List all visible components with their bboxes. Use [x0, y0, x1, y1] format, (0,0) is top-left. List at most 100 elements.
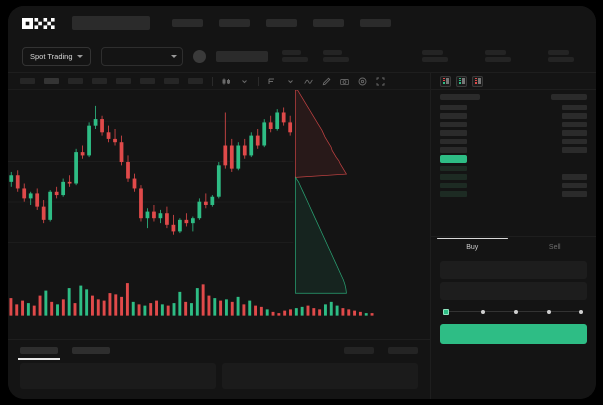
stat-item: [421, 49, 448, 63]
ask-qty: [562, 147, 587, 153]
stat-label: [281, 49, 301, 55]
slider-handle[interactable]: [443, 308, 449, 315]
bid-qty: [562, 166, 587, 172]
depth-bids-icon[interactable]: [456, 75, 467, 87]
timeframe-button[interactable]: [116, 78, 131, 84]
ask-qty: [562, 104, 587, 110]
bid-price: [440, 165, 467, 171]
orderbook-ask-row[interactable]: [440, 120, 587, 129]
depth-both-icon[interactable]: [440, 75, 451, 87]
timeframe-button[interactable]: [20, 78, 35, 84]
chevron-down-icon[interactable]: [286, 77, 295, 86]
stat-label: [547, 49, 569, 55]
chevron-down-icon[interactable]: [240, 77, 249, 86]
nav-title-placeholder: [72, 16, 150, 30]
last-price-badge: [440, 155, 467, 163]
orderbook-bid-row[interactable]: [440, 173, 587, 182]
orderbook-col-price: [440, 94, 480, 100]
bid-price: [440, 174, 467, 180]
slider-stop-100[interactable]: [578, 309, 583, 314]
bid-price: [440, 191, 467, 197]
stat-item: [547, 49, 574, 63]
stat-label: [421, 49, 443, 55]
orders-block-right: [222, 363, 418, 389]
orderbook-column-headers: [440, 94, 587, 100]
nav-item-3[interactable]: [266, 19, 297, 27]
submit-buy-button[interactable]: [440, 323, 587, 344]
orderbook-last-price: [440, 154, 587, 164]
orders-panel: [8, 339, 430, 399]
trading-mode-label: Spot Trading: [30, 51, 73, 61]
slider-stop-75[interactable]: [547, 309, 552, 314]
slider-stop-50[interactable]: [514, 309, 519, 314]
orders-tab-open[interactable]: [18, 346, 60, 360]
nav-item-4[interactable]: [313, 19, 344, 27]
ask-price: [440, 138, 467, 144]
orders-tab-history[interactable]: [72, 346, 110, 354]
pair-price-placeholder: [215, 50, 268, 62]
amount-field[interactable]: [440, 281, 587, 300]
price-chart[interactable]: [8, 90, 430, 339]
bid-price: [440, 182, 467, 188]
trading-mode-selector[interactable]: Spot Trading: [22, 46, 91, 66]
candlestick-icon[interactable]: [222, 77, 231, 86]
camera-icon[interactable]: [340, 77, 349, 86]
orderbook-bid-row[interactable]: [440, 181, 587, 190]
price-field[interactable]: [440, 260, 587, 279]
bid-qty: [562, 182, 587, 188]
orders-content: [8, 360, 430, 399]
orderbook-ask-row[interactable]: [440, 103, 587, 112]
orderbook-ask-row[interactable]: [440, 137, 587, 146]
stat-value: [484, 57, 511, 63]
nav-items: [172, 19, 391, 27]
orders-action-1[interactable]: [344, 346, 374, 354]
market-stats: [281, 49, 588, 63]
orderbook-bid-row[interactable]: [440, 190, 587, 199]
timeframe-button[interactable]: [140, 78, 155, 84]
orderbook-ask-row[interactable]: [440, 146, 587, 155]
trendline-icon[interactable]: [304, 77, 313, 86]
ask-price: [440, 121, 467, 127]
amount-slider[interactable]: [442, 305, 585, 319]
orderbook-header: [431, 73, 596, 90]
nav-item-1[interactable]: [172, 19, 203, 27]
nav-item-2[interactable]: [219, 19, 250, 27]
timeframe-button[interactable]: [68, 78, 83, 84]
toolbar-divider: [258, 76, 259, 86]
chevron-down-icon: [170, 54, 177, 58]
slider-stop-25[interactable]: [481, 309, 486, 314]
candlestick-chart-canvas[interactable]: [8, 90, 430, 339]
pair-info-bar: Spot Trading: [8, 40, 596, 73]
stat-value: [322, 57, 349, 63]
indicator-icon[interactable]: [268, 77, 277, 86]
slider-track: [446, 311, 581, 312]
pencil-icon[interactable]: [322, 77, 331, 86]
orderbook-ask-row[interactable]: [440, 129, 587, 138]
stat-value: [281, 57, 308, 63]
ask-qty: [562, 121, 587, 127]
nav-item-5[interactable]: [360, 19, 391, 27]
top-navigation-bar: [8, 6, 596, 40]
timeframe-button-active[interactable]: [44, 78, 59, 84]
settings-icon[interactable]: [358, 77, 367, 86]
stat-item: [281, 49, 308, 63]
orderbook-ask-row[interactable]: [440, 112, 587, 121]
stat-value: [421, 57, 448, 63]
fullscreen-icon[interactable]: [376, 77, 385, 86]
tab-sell[interactable]: Sell: [548, 243, 561, 251]
orders-action-2[interactable]: [388, 346, 418, 354]
orderbook-bid-row[interactable]: [440, 164, 587, 173]
pair-select[interactable]: [100, 46, 183, 66]
ask-price: [440, 113, 467, 119]
timeframe-button[interactable]: [164, 78, 179, 84]
main-body: Buy Sell: [8, 73, 596, 399]
okx-logo[interactable]: [22, 17, 56, 29]
ask-qty: [562, 130, 587, 136]
timeframe-button[interactable]: [188, 78, 203, 84]
stat-item: [322, 49, 349, 63]
timeframe-button[interactable]: [92, 78, 107, 84]
bid-qty: [562, 174, 587, 180]
bid-qty: [562, 191, 587, 197]
tab-buy[interactable]: Buy: [431, 237, 514, 258]
depth-asks-icon[interactable]: [472, 75, 483, 87]
